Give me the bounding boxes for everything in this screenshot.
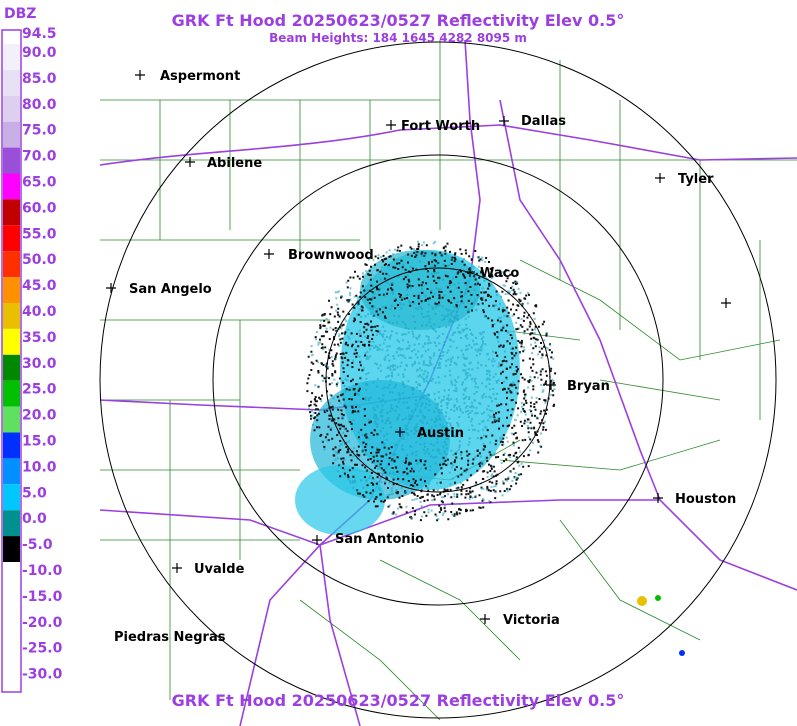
- legend-label: -15.0: [22, 589, 63, 605]
- legend-label: 60.0: [22, 200, 57, 216]
- legend-label: 80.0: [22, 97, 57, 113]
- legend-label: 35.0: [22, 330, 57, 346]
- legend-label: 30.0: [22, 356, 57, 372]
- city-label: Brownwood: [288, 248, 374, 263]
- city-label: Fort Worth: [401, 119, 480, 134]
- legend-swatch: [3, 380, 20, 407]
- legend-label: 90.0: [22, 45, 57, 61]
- legend-swatch: [3, 225, 20, 252]
- legend-swatch: [3, 121, 20, 148]
- title: GRK Ft Hood 20250623/0527 Reflectivity E…: [172, 11, 625, 30]
- county-lines: [100, 40, 797, 721]
- legend-swatch: [3, 484, 20, 511]
- echo-cell: [679, 650, 685, 656]
- city-label: Austin: [417, 426, 464, 441]
- legend-swatch: [3, 406, 20, 433]
- city-label: Tyler: [678, 172, 714, 187]
- legend-unit: DBZ: [4, 6, 36, 22]
- legend-label: -10.0: [22, 563, 63, 579]
- legend-label: -20.0: [22, 615, 63, 631]
- legend-swatch: [3, 147, 20, 174]
- legend-swatch: [3, 458, 20, 485]
- legend-swatch: [3, 510, 20, 537]
- legend-swatch: [3, 44, 20, 70]
- legend-label: 40.0: [22, 304, 57, 320]
- precipitation: [295, 240, 685, 656]
- legend-label: 5.0: [22, 485, 47, 501]
- city-markers: [106, 70, 731, 624]
- city-label: Waco: [480, 266, 519, 281]
- legend-label: 10.0: [22, 459, 57, 475]
- legend-swatch: [3, 277, 20, 303]
- echo-speckle: [308, 240, 556, 521]
- legend-label: 25.0: [22, 382, 57, 398]
- footer-title: GRK Ft Hood 20250623/0527 Reflectivity E…: [172, 691, 625, 710]
- legend-swatch: [3, 95, 20, 122]
- highways: [99, 39, 797, 726]
- legend-swatch: [3, 199, 20, 226]
- legend-label: 65.0: [22, 175, 57, 191]
- city-label: Victoria: [503, 613, 560, 628]
- legend-label: 70.0: [22, 149, 57, 165]
- city-label: Aspermont: [160, 69, 240, 84]
- city-label: Houston: [675, 492, 736, 507]
- legend-label: -5.0: [22, 537, 53, 553]
- subtitle: Beam Heights: 184 1645 4282 8095 m: [269, 31, 527, 45]
- echo-cell: [655, 595, 661, 601]
- legend-swatch: [3, 69, 20, 96]
- city-label: Bryan: [567, 379, 610, 394]
- range-rings: [99, 41, 777, 719]
- legend-label: 75.0: [22, 123, 57, 139]
- legend-swatch: [3, 328, 20, 355]
- city-label: Abilene: [207, 156, 262, 171]
- legend-label: 45.0: [22, 278, 57, 294]
- city-label: Uvalde: [194, 562, 245, 577]
- legend-label: -25.0: [22, 641, 63, 657]
- legend: DBZ 94.5 90.0 85.0 80.0 75.0 70.0 65.0 60.0 55.0…: [1, 6, 63, 693]
- legend-label: 94.5: [22, 26, 57, 42]
- legend-swatch: [3, 31, 20, 44]
- legend-label: 20.0: [22, 408, 57, 424]
- legend-swatch: [3, 251, 20, 278]
- legend-swatch: [3, 432, 20, 459]
- legend-swatch: [3, 303, 20, 329]
- echo-cell: [637, 596, 647, 606]
- city-label: San Antonio: [335, 532, 424, 547]
- legend-label: 55.0: [22, 226, 57, 242]
- legend-label: -30.0: [22, 667, 63, 683]
- map: Aspermont Fort Worth Dallas Abilene Tyle…: [99, 39, 797, 726]
- legend-label: 0.0: [22, 511, 47, 527]
- city-label: Piedras Negras: [114, 630, 226, 645]
- city-label: Dallas: [521, 114, 566, 129]
- legend-label: 85.0: [22, 71, 57, 87]
- legend-label: 15.0: [22, 434, 57, 450]
- legend-swatch: [3, 536, 20, 562]
- legend-swatch: [3, 173, 20, 200]
- legend-swatch: [3, 354, 20, 381]
- legend-label: 50.0: [22, 252, 57, 268]
- city-label: San Angelo: [129, 282, 212, 297]
